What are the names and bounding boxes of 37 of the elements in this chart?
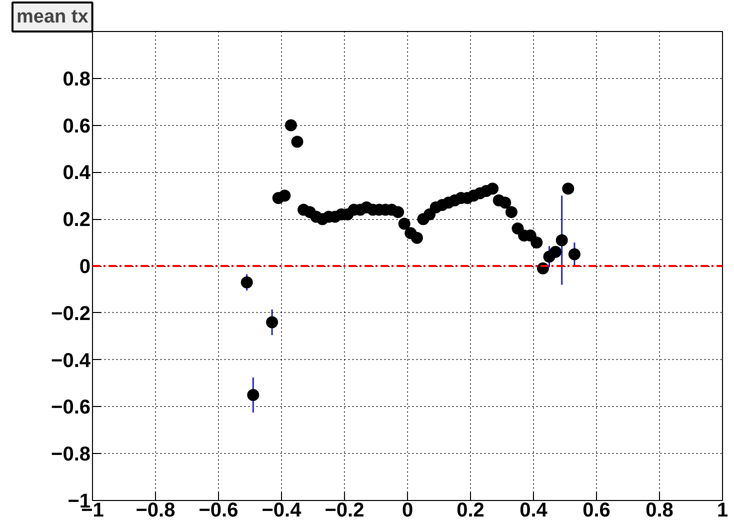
x-tick-label: 0.2 bbox=[456, 500, 484, 522]
point bbox=[556, 234, 568, 246]
point bbox=[284, 119, 297, 132]
y-tick-label: −0.2 bbox=[51, 302, 90, 325]
x-tick-label: −0.4 bbox=[262, 500, 302, 522]
point bbox=[568, 248, 580, 260]
point bbox=[530, 236, 543, 249]
chart-title: mean tx bbox=[16, 6, 89, 28]
point bbox=[486, 182, 499, 195]
x-tick-label: 0.6 bbox=[582, 500, 610, 522]
point bbox=[291, 136, 304, 148]
point bbox=[392, 206, 404, 218]
y-tick-label: 0.2 bbox=[62, 209, 91, 232]
y-tick-label: 0 bbox=[79, 256, 90, 278]
point bbox=[410, 232, 423, 244]
point bbox=[278, 190, 291, 202]
y-tick-label: −0.6 bbox=[51, 396, 90, 419]
point bbox=[240, 276, 253, 288]
point bbox=[505, 206, 518, 218]
point bbox=[247, 388, 260, 401]
point bbox=[562, 182, 574, 195]
point bbox=[550, 246, 562, 258]
point bbox=[398, 218, 410, 230]
x-tick-label: 0.8 bbox=[646, 500, 674, 522]
y-tick-label: −0.4 bbox=[51, 350, 92, 372]
x-tick-label: −0.2 bbox=[324, 500, 364, 522]
x-tick-label: −0.8 bbox=[136, 500, 176, 522]
x-tick-label: −0.6 bbox=[198, 500, 238, 522]
point bbox=[499, 196, 512, 209]
point bbox=[266, 316, 278, 328]
y-tick-label: 0.8 bbox=[62, 68, 91, 90]
y-tick-label: 0.6 bbox=[62, 115, 91, 138]
x-tick-label: 1 bbox=[716, 500, 728, 522]
x-tick-label: 0 bbox=[402, 500, 414, 522]
x-tick-label: 0.4 bbox=[520, 500, 548, 522]
y-tick-label: −0.8 bbox=[51, 444, 90, 466]
y-tick-label: 0.4 bbox=[62, 162, 92, 184]
